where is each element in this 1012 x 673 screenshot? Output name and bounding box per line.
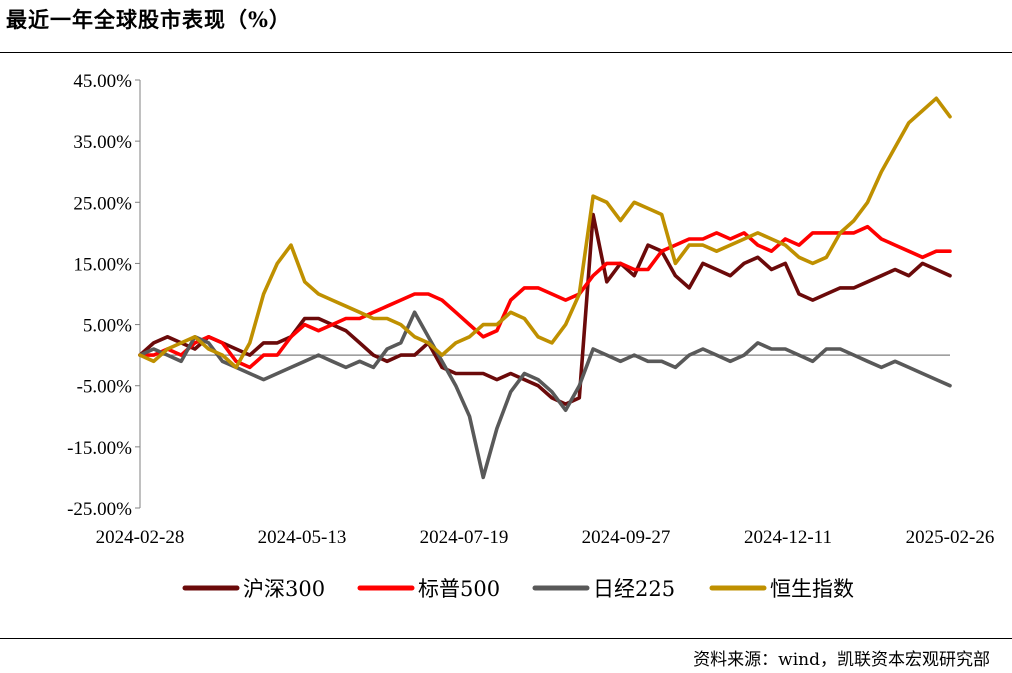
series-line-0 [138, 212, 952, 406]
chart-legend: 沪深300 标普500 日经225 恒生指数 [182, 577, 854, 601]
y-tick-label: 45.00% [73, 71, 132, 92]
footer-divider [0, 638, 1012, 639]
series-line-3 [138, 96, 952, 370]
y-tick-label: -5.00% [77, 377, 133, 398]
legend-label: 日经225 [593, 577, 675, 601]
title-divider [0, 52, 1012, 53]
x-tick-label: 2024-09-27 [582, 527, 671, 548]
x-tick-label: 2024-07-19 [420, 527, 509, 548]
source-note: 资料来源：wind，凯联资本宏观研究部 [693, 650, 990, 670]
series-line-1 [138, 224, 952, 370]
x-tick-label: 2025-02-26 [906, 527, 995, 548]
y-tick-label: 25.00% [73, 193, 132, 214]
y-tick-label: -25.00% [67, 499, 132, 520]
legend-label: 标普500 [418, 577, 500, 601]
x-tick-label: 2024-02-28 [96, 527, 185, 548]
legend-label: 沪深300 [243, 577, 325, 601]
chart-axes: 45.00% 35.00% 25.00% 15.00% 5.00% -5.00% -15.0… [67, 71, 994, 548]
series-line-2 [138, 310, 952, 480]
chart-series [138, 96, 952, 480]
x-tick-label: 2024-12-11 [744, 527, 832, 548]
x-tick-label: 2024-05-13 [258, 527, 347, 548]
chart-title: 最近一年全球股市表现（%） [6, 7, 291, 32]
y-tick-label: 35.00% [73, 132, 132, 153]
y-tick-label: -15.00% [67, 438, 132, 459]
legend-label: 恒生指数 [770, 577, 854, 601]
y-tick-label: 15.00% [73, 254, 132, 275]
y-tick-label: 5.00% [83, 316, 132, 337]
